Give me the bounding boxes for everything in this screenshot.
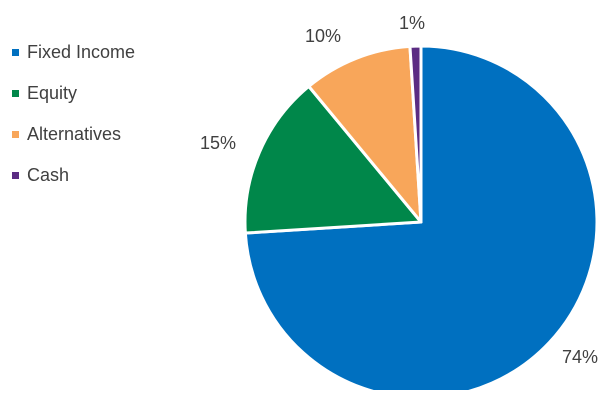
- legend-swatch-fixed-income: [12, 49, 19, 56]
- legend-label-equity: Equity: [27, 83, 77, 103]
- pie-slice-equity: [243, 84, 423, 235]
- legend-swatch-equity: [12, 90, 19, 97]
- legend-item-fixed-income: Fixed Income: [12, 42, 135, 62]
- legend-label-fixed-income: Fixed Income: [27, 42, 135, 62]
- pie-data-labels: 74% 15% 10% 1%: [200, 13, 598, 367]
- legend-label-alternatives: Alternatives: [27, 124, 121, 144]
- pie-slice-alternatives: [307, 44, 423, 224]
- data-label-equity: 15%: [200, 133, 236, 153]
- pie-slices: [243, 44, 599, 395]
- data-label-fixed-income: 74%: [562, 347, 598, 367]
- data-label-cash: 1%: [399, 13, 425, 33]
- data-label-alternatives: 10%: [305, 26, 341, 46]
- legend-swatch-alternatives: [12, 131, 19, 138]
- legend-label-cash: Cash: [27, 165, 69, 185]
- legend-item-equity: Equity: [12, 83, 77, 103]
- legend: Fixed Income Equity Alternatives Cash: [12, 42, 135, 185]
- legend-item-alternatives: Alternatives: [12, 124, 121, 144]
- legend-item-cash: Cash: [12, 165, 69, 185]
- legend-swatch-cash: [12, 172, 19, 179]
- pie-slice-cash: [408, 44, 423, 224]
